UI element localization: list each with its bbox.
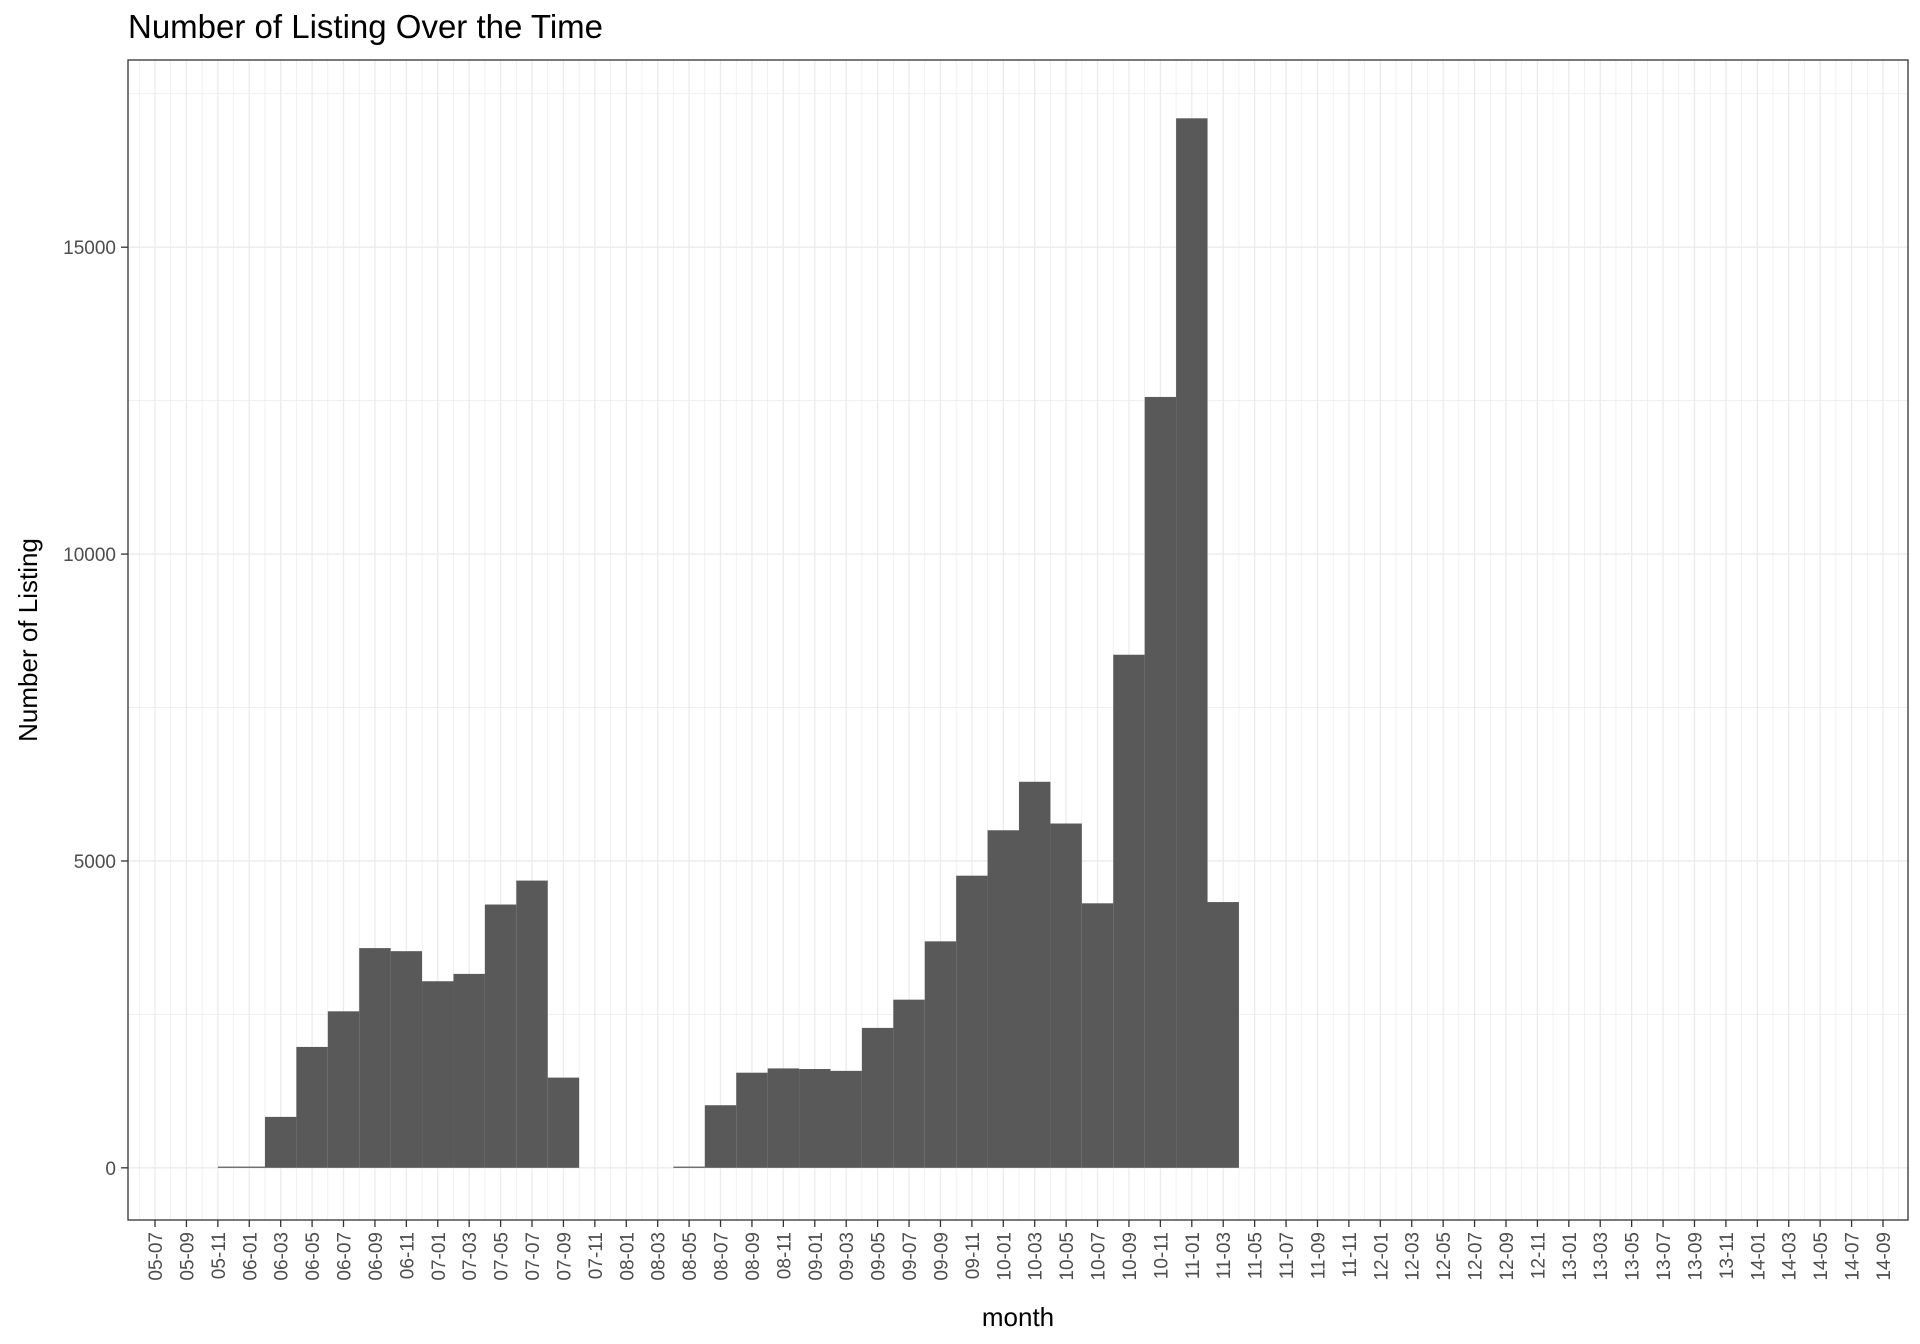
x-tick-label: 13-03: [1591, 1232, 1612, 1281]
x-tick-label: 13-09: [1685, 1232, 1706, 1281]
x-tick-label: 13-01: [1560, 1232, 1581, 1281]
x-tick-label: 12-03: [1403, 1232, 1424, 1281]
x-tick-label: 06-03: [272, 1232, 293, 1281]
bar: [359, 948, 391, 1168]
x-tick-label: 11-03: [1214, 1232, 1235, 1279]
x-tick-label: 07-01: [429, 1232, 450, 1281]
bar: [956, 875, 988, 1168]
bar: [296, 1046, 328, 1168]
x-tick-label: 06-01: [240, 1232, 261, 1281]
bar: [1081, 903, 1114, 1168]
x-tick-label: 08-01: [617, 1232, 638, 1281]
x-tick-label: 05-07: [146, 1232, 167, 1281]
bar: [422, 981, 454, 1168]
x-tick-label: 14-05: [1811, 1232, 1832, 1281]
bar: [327, 1011, 360, 1168]
bar: [453, 973, 485, 1168]
x-tick-label: 09-11: [963, 1232, 984, 1279]
y-tick-label: 5000: [74, 852, 116, 873]
y-tick-label: 15000: [63, 238, 116, 259]
bar: [484, 904, 517, 1168]
bar: [704, 1105, 737, 1168]
x-tick-label: 13-07: [1654, 1232, 1675, 1281]
x-tick-label: 11-01: [1183, 1232, 1204, 1279]
plot-border: [127, 59, 1909, 1221]
x-tick-label: 12-11: [1528, 1232, 1549, 1279]
bar: [799, 1069, 831, 1168]
x-tick-label: 11-09: [1308, 1232, 1329, 1279]
x-tick-label: 08-11: [774, 1232, 795, 1279]
x-tick-label: 12-05: [1434, 1232, 1455, 1281]
x-tick-label: 10-09: [1120, 1232, 1141, 1281]
x-tick-label: 07-11: [586, 1232, 607, 1279]
bar: [390, 951, 423, 1168]
x-tick-label: 11-05: [1246, 1232, 1267, 1279]
x-tick-label: 08-09: [743, 1232, 764, 1281]
y-axis: 0 5000 10000 15000: [63, 238, 128, 1180]
x-tick-label: 11-07: [1277, 1232, 1298, 1279]
x-tick-label: 05-09: [177, 1232, 198, 1281]
bar: [516, 880, 548, 1168]
x-axis: 05-07 05-09 05-11 06-01 06-03 06-05 06-07 06-09…: [146, 1220, 1895, 1281]
x-tick-label: 06-07: [335, 1232, 356, 1281]
bars-layer: [217, 118, 1239, 1168]
x-tick-label: 09-01: [806, 1232, 827, 1281]
x-tick-label: 12-09: [1497, 1232, 1518, 1281]
x-tick-label: 10-11: [1151, 1232, 1172, 1279]
bar: [767, 1068, 800, 1168]
chart-title: Number of Listing Over the Time: [128, 8, 604, 45]
x-tick-label: 14-03: [1780, 1232, 1801, 1281]
y-tick-label: 10000: [63, 545, 116, 566]
x-tick-label: 07-07: [523, 1232, 544, 1281]
x-tick-label: 12-07: [1466, 1232, 1487, 1281]
x-tick-label: 09-05: [869, 1232, 890, 1281]
x-tick-label: 13-11: [1717, 1232, 1738, 1279]
x-tick-label: 07-03: [460, 1232, 481, 1281]
x-tick-label: 10-01: [994, 1232, 1015, 1281]
x-tick-label: 06-11: [397, 1232, 418, 1279]
x-tick-label: 13-05: [1623, 1232, 1644, 1281]
bar: [987, 830, 1019, 1168]
bar: [1207, 902, 1239, 1168]
bar: [217, 1166, 265, 1168]
bar: [924, 941, 957, 1168]
x-tick-label: 14-09: [1874, 1232, 1895, 1281]
x-tick-label: 08-07: [712, 1232, 733, 1281]
bar: [1050, 823, 1082, 1168]
x-axis-title: month: [982, 1302, 1054, 1332]
x-tick-label: 09-07: [900, 1232, 921, 1281]
x-tick-label: 10-03: [1026, 1232, 1047, 1281]
x-tick-label: 05-11: [209, 1232, 230, 1279]
y-axis-title: Number of Listing: [13, 538, 43, 742]
bar: [673, 1166, 705, 1168]
x-tick-label: 11-11: [1340, 1232, 1361, 1278]
x-tick-label: 06-05: [303, 1232, 324, 1281]
x-tick-label: 08-03: [649, 1232, 670, 1281]
bar: [830, 1070, 862, 1168]
bar: [1144, 396, 1177, 1168]
bar: [1113, 654, 1145, 1168]
x-tick-label: 12-01: [1371, 1232, 1392, 1281]
bar: [1176, 118, 1208, 1168]
bar: [547, 1077, 580, 1168]
bar: [264, 1116, 297, 1168]
x-tick-label: 08-05: [680, 1232, 701, 1281]
x-tick-label: 14-07: [1843, 1232, 1864, 1281]
x-tick-label: 09-09: [931, 1232, 952, 1281]
bar: [1019, 781, 1051, 1168]
x-tick-label: 14-01: [1748, 1232, 1769, 1281]
bar: [736, 1072, 768, 1168]
x-tick-label: 10-05: [1057, 1232, 1078, 1281]
x-tick-label: 07-09: [554, 1232, 575, 1281]
y-tick-label: 0: [105, 1159, 116, 1180]
x-tick-label: 10-07: [1089, 1232, 1110, 1281]
x-tick-label: 09-03: [837, 1232, 858, 1281]
x-tick-label: 07-05: [492, 1232, 513, 1281]
bar: [861, 1027, 894, 1168]
bar: [893, 999, 925, 1168]
x-tick-label: 06-09: [366, 1232, 387, 1281]
